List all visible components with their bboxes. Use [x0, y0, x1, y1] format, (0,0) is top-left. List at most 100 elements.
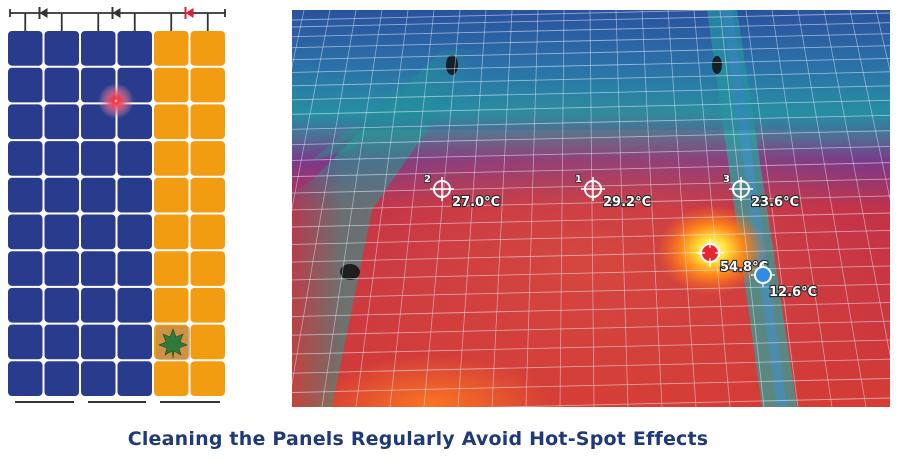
junction-dot: [187, 64, 192, 69]
bypass-diode-icon: [184, 7, 194, 19]
junction-dot: [150, 284, 156, 290]
grid-line: [292, 195, 890, 211]
hot-spot-icon: [98, 83, 134, 119]
grid-line: [615, 10, 629, 407]
grid-line: [321, 10, 383, 407]
grid-line: [292, 358, 890, 374]
marker-3: 3 23.6°C: [722, 173, 800, 211]
grid-line: [491, 10, 513, 407]
junction-dot: [114, 284, 119, 290]
junction-dot: [187, 211, 192, 216]
grid-line: [292, 162, 890, 178]
grid-line: [292, 45, 890, 61]
cell: [44, 104, 79, 140]
shaded-string-cell: [190, 287, 225, 323]
grid-line: [667, 10, 697, 407]
junction-dot: [150, 321, 156, 326]
cell: [117, 31, 152, 66]
cell: [81, 251, 116, 286]
cell: [8, 361, 43, 396]
grid-line: [292, 10, 331, 211]
shaded-string-cell: [190, 67, 225, 103]
cell: [44, 361, 79, 396]
marker-1-index: 1: [575, 174, 582, 185]
cell: [81, 177, 116, 213]
junction-dot: [150, 101, 156, 106]
junction-dot: [187, 174, 192, 180]
cell: [117, 324, 152, 360]
junction-dot: [114, 137, 119, 143]
grid-line: [292, 33, 890, 49]
marker-1-temperature: 29.2°C: [603, 195, 651, 210]
shaded-string-cell: [154, 214, 189, 250]
junction-dot: [187, 101, 192, 106]
cell-grid: [8, 31, 225, 396]
cell: [8, 214, 43, 250]
junction-dot: [187, 284, 192, 290]
marker-2-index: 2: [424, 174, 431, 185]
grid-line: [292, 247, 890, 263]
grid-line: [423, 10, 461, 407]
cell: [117, 141, 152, 176]
marker-min-cold: 12.6°C: [751, 263, 818, 301]
grid-line: [292, 10, 357, 387]
grid-line: [559, 10, 565, 407]
junction-dot: [114, 247, 119, 253]
shaded-string-cell: [154, 177, 189, 213]
junction-dot: [150, 137, 156, 143]
grid-line: [849, 10, 890, 201]
solar-panel-diagram: [8, 7, 226, 403]
shaded-string-cell: [154, 251, 189, 286]
cell: [81, 31, 116, 66]
cell: [44, 324, 79, 360]
cell: [81, 361, 116, 396]
cell: [8, 324, 43, 360]
cell: [81, 214, 116, 250]
grid-line: [292, 178, 890, 194]
junction-dot: [77, 358, 83, 363]
marker-1: 1 29.2°C: [574, 173, 652, 211]
junction-dot: [114, 211, 119, 216]
grid-line: [693, 10, 731, 407]
grid-line: [486, 397, 890, 407]
shaded-string-cell: [154, 31, 189, 66]
cell: [8, 251, 43, 286]
shaded-string-cell: [154, 141, 189, 176]
shading-leaf-icon: [156, 326, 190, 360]
grid-line: [355, 10, 409, 407]
junction-dot: [187, 247, 192, 253]
marker-min-temperature: 12.6°C: [769, 285, 817, 300]
grid-line: [292, 22, 890, 38]
junction-dot: [114, 321, 119, 326]
junction-dot: [41, 64, 46, 69]
cell: [8, 177, 43, 213]
junction-dot: [77, 64, 83, 69]
grid-line: [589, 10, 595, 407]
grid-line: [292, 12, 890, 28]
cell: [117, 177, 152, 213]
grid-line: [719, 10, 765, 407]
grid-line: [797, 10, 867, 407]
junction-dot: [41, 247, 46, 253]
junction-dot: [77, 247, 83, 253]
shaded-string-cell: [190, 141, 225, 176]
cell: [44, 141, 79, 176]
panel-cell-grid: [292, 10, 890, 407]
junction-dot: [41, 358, 46, 363]
junction-dot: [41, 137, 46, 143]
cell: [117, 287, 152, 323]
grid-line: [292, 320, 890, 336]
junction-dot: [77, 101, 83, 106]
cell: [81, 324, 116, 360]
marker-2-temperature: 27.0°C: [452, 195, 500, 210]
junction-dot: [150, 211, 156, 216]
grid-line: [292, 265, 890, 281]
grid-line: [745, 10, 799, 407]
shaded-string-cell: [190, 177, 225, 213]
cell: [117, 361, 152, 396]
shaded-string-cell: [154, 287, 189, 323]
junction-dot: [77, 284, 83, 290]
junction-dot: [77, 137, 83, 143]
thermal-image: 2 27.0°C 1 29.2°C 3 23.6°C 54.8°C 12.6°C: [292, 10, 890, 407]
shaded-string-cell: [154, 67, 189, 103]
